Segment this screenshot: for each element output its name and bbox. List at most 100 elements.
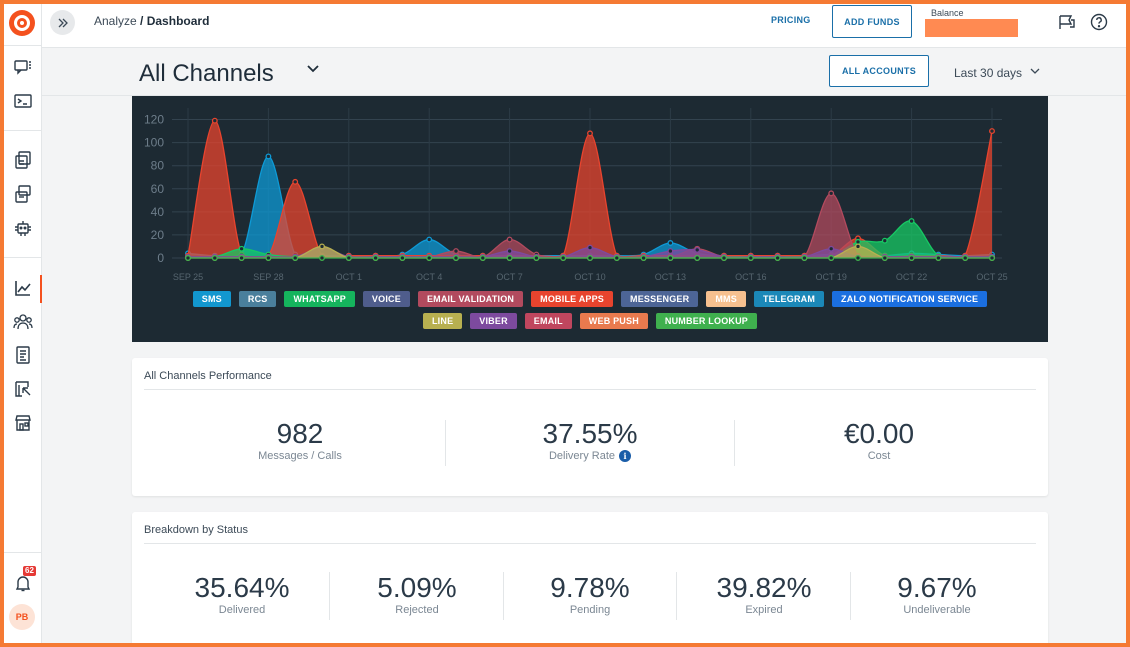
legend-chip-rcs[interactable]: RCS xyxy=(238,291,277,307)
data-point-number-lookup[interactable] xyxy=(989,255,995,261)
data-point-number-lookup[interactable] xyxy=(774,255,781,261)
data-point-number-lookup[interactable] xyxy=(935,255,942,261)
legend-chip-whatsapp[interactable]: WHATSAPP xyxy=(284,291,355,307)
data-point-number-lookup[interactable] xyxy=(265,255,272,261)
data-point-email-validation[interactable] xyxy=(506,236,513,243)
flows-icon[interactable] xyxy=(10,183,36,205)
data-point-number-lookup[interactable] xyxy=(453,255,459,261)
y-tick-label: 120 xyxy=(144,113,164,127)
chevron-down-icon[interactable] xyxy=(1029,67,1041,75)
data-point-email-validation[interactable] xyxy=(828,190,835,197)
data-point-number-lookup[interactable] xyxy=(506,255,513,261)
x-tick-label: OCT 16 xyxy=(735,272,766,282)
info-icon[interactable]: i xyxy=(619,450,632,462)
analyze-icon[interactable] xyxy=(10,277,36,299)
data-point-number-lookup[interactable] xyxy=(801,255,808,261)
legend-chip-telegram[interactable]: TELEGRAM xyxy=(753,291,825,307)
delivery-rate-label-wrap: Delivery Rate i xyxy=(490,450,690,462)
data-point-number-lookup[interactable] xyxy=(587,255,593,261)
data-point-number-lookup[interactable] xyxy=(399,255,406,261)
data-point-viber[interactable] xyxy=(828,245,835,252)
data-point-mobile-apps[interactable] xyxy=(292,178,299,185)
data-point-number-lookup[interactable] xyxy=(479,255,486,261)
data-point-number-lookup[interactable] xyxy=(560,255,567,261)
conversations-icon[interactable] xyxy=(10,56,36,78)
data-point-number-lookup[interactable] xyxy=(319,255,325,261)
legend-chip-web-push[interactable]: WEB PUSH xyxy=(579,313,648,329)
data-point-number-lookup[interactable] xyxy=(345,255,352,261)
data-point-number-lookup[interactable] xyxy=(211,255,218,261)
delivery-rate-label: Delivery Rate xyxy=(548,450,616,462)
data-point-whatsapp[interactable] xyxy=(855,238,861,245)
help-icon[interactable] xyxy=(1088,11,1110,33)
data-point-number-lookup[interactable] xyxy=(908,255,915,261)
data-point-email-validation[interactable] xyxy=(453,248,459,255)
legend-chip-voice[interactable]: VOICE xyxy=(362,291,410,307)
legend-chip-sms[interactable]: SMS xyxy=(192,291,231,307)
breadcrumb-parent[interactable]: Analyze xyxy=(94,14,137,28)
data-point-sms[interactable] xyxy=(426,236,433,243)
data-point-number-lookup[interactable] xyxy=(426,255,433,261)
announcements-icon[interactable] xyxy=(1056,11,1078,33)
page-title[interactable]: All Channels xyxy=(139,60,274,87)
data-point-number-lookup[interactable] xyxy=(238,255,245,261)
terminal-icon[interactable] xyxy=(10,90,36,112)
data-point-number-lookup[interactable] xyxy=(747,255,754,261)
all-accounts-button[interactable]: ALL ACCOUNTS xyxy=(829,55,929,87)
data-point-sms[interactable] xyxy=(265,153,272,160)
data-point-mobile-apps[interactable] xyxy=(211,117,218,124)
area-chart: 0 20 40 60 80 100 120 SEP 25 SEP 28 OCT 1 OCT 4 OCT… xyxy=(144,108,1008,282)
date-range-select[interactable]: Last 30 days xyxy=(954,66,1023,80)
data-point-mobile-apps[interactable] xyxy=(587,130,593,137)
billing-icon[interactable] xyxy=(10,344,36,366)
data-point-whatsapp[interactable] xyxy=(908,218,915,225)
expand-sidebar-button[interactable] xyxy=(50,10,75,35)
data-point-number-lookup[interactable] xyxy=(855,255,861,261)
legend-chip-email-validation[interactable]: EMAIL VALIDATION xyxy=(417,291,524,307)
data-point-viber[interactable] xyxy=(506,248,513,255)
pricing-link[interactable]: PRICING xyxy=(771,15,811,25)
data-point-line[interactable] xyxy=(855,243,861,250)
data-point-number-lookup[interactable] xyxy=(372,255,379,261)
legend-chip-messenger[interactable]: MESSENGER xyxy=(621,291,699,307)
store-icon[interactable] xyxy=(10,412,36,434)
exports-icon[interactable] xyxy=(10,378,36,400)
data-point-number-lookup[interactable] xyxy=(828,255,835,261)
data-point-whatsapp[interactable] xyxy=(238,245,245,252)
data-point-line[interactable] xyxy=(319,243,325,250)
notifications-bell-icon[interactable] xyxy=(10,572,36,594)
data-point-number-lookup[interactable] xyxy=(962,255,969,261)
legend-chip-viber[interactable]: VIBER xyxy=(470,313,517,329)
data-point-mobile-apps[interactable] xyxy=(989,128,995,135)
data-point-number-lookup[interactable] xyxy=(613,255,620,261)
add-funds-button[interactable]: ADD FUNDS xyxy=(832,5,912,38)
legend-chip-zalo-notification-service[interactable]: ZALO NOTIFICATION SERVICE xyxy=(832,291,988,307)
legend-chip-mobile-apps[interactable]: MOBILE APPS xyxy=(531,291,614,307)
legend-chip-email[interactable]: EMAIL xyxy=(524,313,572,329)
avatar[interactable]: PB xyxy=(9,604,35,630)
bot-icon[interactable] xyxy=(10,217,36,239)
data-point-number-lookup[interactable] xyxy=(721,255,727,261)
data-point-whatsapp[interactable] xyxy=(881,237,888,244)
data-point-number-lookup[interactable] xyxy=(881,255,888,261)
legend-chip-mms[interactable]: MMS xyxy=(706,291,746,307)
data-point-number-lookup[interactable] xyxy=(640,255,647,261)
status-undeliverable: 9.67% Undeliverable xyxy=(847,572,1027,616)
data-point-number-lookup[interactable] xyxy=(533,255,540,261)
legend-chip-number-lookup[interactable]: NUMBER LOOKUP xyxy=(655,313,758,329)
data-point-number-lookup[interactable] xyxy=(667,255,674,261)
delivery-rate-value: 37.55% xyxy=(542,418,638,449)
data-point-number-lookup[interactable] xyxy=(292,255,299,261)
data-point-viber[interactable] xyxy=(694,246,701,253)
data-point-viber[interactable] xyxy=(587,244,593,251)
logo-icon[interactable] xyxy=(9,10,35,36)
data-point-number-lookup[interactable] xyxy=(185,255,191,261)
people-icon[interactable] xyxy=(10,311,36,333)
data-point-sms[interactable] xyxy=(667,240,674,246)
campaigns-icon[interactable] xyxy=(10,149,36,171)
legend-chip-line[interactable]: LINE xyxy=(422,313,463,329)
chevron-down-icon[interactable] xyxy=(306,64,320,74)
data-point-viber[interactable] xyxy=(667,248,674,255)
x-tick-label: OCT 25 xyxy=(976,272,1007,282)
data-point-number-lookup[interactable] xyxy=(694,255,701,261)
